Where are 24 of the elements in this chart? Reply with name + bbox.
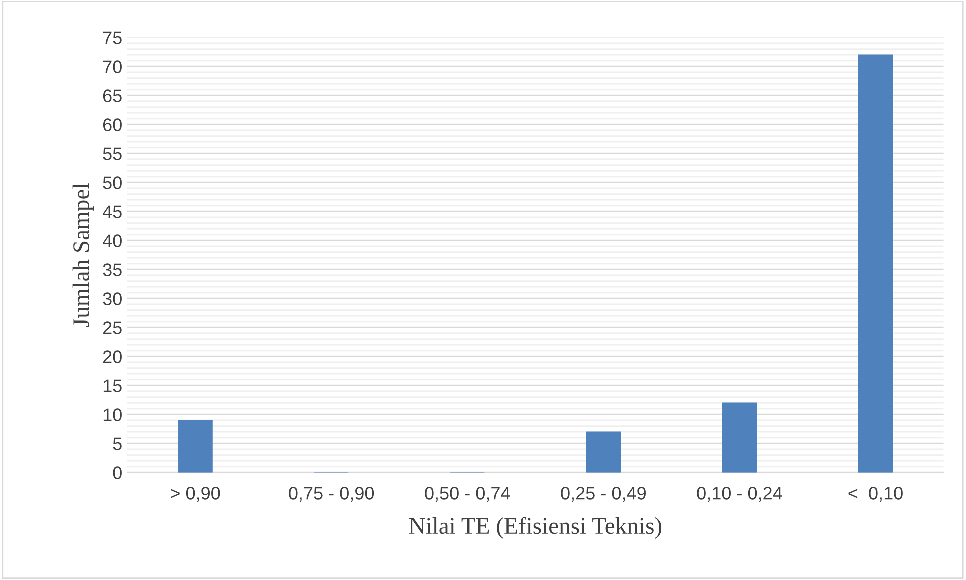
x-tick-label: 0,50 - 0,74 xyxy=(425,487,510,502)
y-tick-label: 40 xyxy=(102,234,122,248)
y-tick-label: 45 xyxy=(102,206,122,218)
y-tick-label: 10 xyxy=(104,408,122,422)
y-tick-label: 35 xyxy=(103,264,122,276)
y-tick-label: 55 xyxy=(103,148,122,160)
y-tick-label: 5 xyxy=(113,438,122,450)
y-tick-label: 60 xyxy=(103,118,122,132)
x-tick-label: 0,75 - 0,90 xyxy=(289,487,374,502)
y-tick-label: 20 xyxy=(103,350,122,364)
y-axis-title: Jumlah Sampel xyxy=(72,183,94,328)
x-axis-title: Nilai TE (Efisiensi Teknis) xyxy=(409,517,662,539)
x-tick-label: > 0,90 xyxy=(171,487,220,502)
x-tick-label: 0,10 - 0,24 xyxy=(697,487,782,502)
x-tick-label: 0,25 - 0,49 xyxy=(561,487,646,502)
x-tick-label: < 0,10 xyxy=(848,487,903,502)
y-tick-label: 70 xyxy=(103,60,122,74)
y-tick-label: 30 xyxy=(103,292,122,306)
y-tick-label: 65 xyxy=(103,90,122,102)
y-tick-label: 75 xyxy=(103,32,122,44)
y-tick-label: 50 xyxy=(103,176,122,190)
y-tick-label: 15 xyxy=(104,380,122,392)
y-tick-label: 0 xyxy=(113,466,122,480)
y-tick-label: 25 xyxy=(103,322,122,334)
